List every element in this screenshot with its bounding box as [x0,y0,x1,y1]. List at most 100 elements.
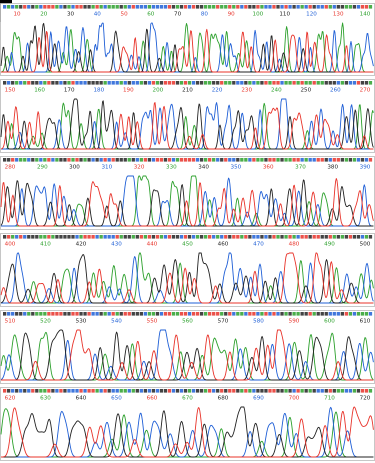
base-call [272,158,276,162]
base-call [107,312,111,316]
base-call [191,158,196,162]
base-call [11,312,15,316]
position-tick-label: 120 [306,12,317,18]
base-call [308,235,312,239]
position-tick-label: 590 [289,319,300,325]
base-call [324,81,328,85]
base-call [115,312,119,316]
base-call [352,5,357,9]
base-call [280,389,284,393]
base-call [224,81,228,85]
base-call [19,312,23,316]
base-call [151,158,156,162]
base-call [232,312,236,316]
base-call [212,5,216,9]
position-tick-label: 130 [333,12,344,18]
base-call [51,235,55,239]
base-call [336,158,340,162]
base-call [204,389,208,393]
base-call [248,312,252,316]
base-call [348,235,353,239]
base-call [264,5,268,9]
base-call [296,312,300,316]
position-tick-label: 270 [360,88,371,94]
base-call [264,158,268,162]
base-call [328,81,332,85]
base-call [23,81,27,85]
position-tick-label: 540 [111,319,122,325]
base-call [127,5,131,9]
base-call [216,158,220,162]
base-call [236,312,240,316]
base-call [151,235,156,239]
position-tick-label: 180 [93,88,104,94]
base-call [220,158,224,162]
base-call [308,158,312,162]
base-call [204,312,208,316]
base-call [75,5,79,9]
base-call [260,235,264,239]
base-call [23,235,27,239]
base-call [212,235,216,239]
base-call [11,389,15,393]
base-call [284,5,288,9]
base-call [332,5,336,9]
base-call [260,158,264,162]
position-tick-label: 550 [147,319,158,325]
base-call [71,389,75,393]
base-call [19,235,23,239]
base-call-strip [3,312,373,316]
base-call [368,5,373,9]
base-call [103,312,107,316]
base-call [316,235,320,239]
base-call [91,81,95,85]
base-call [344,5,348,9]
base-call [236,389,240,393]
base-call [127,312,131,316]
position-tick-label: 100 [253,12,264,18]
base-call [167,389,172,393]
base-call [320,389,324,393]
base-call [67,312,71,316]
base-call [348,158,353,162]
position-tick-label: 290 [37,165,48,171]
base-call [216,235,220,239]
base-call [91,158,95,162]
base-call [304,389,308,393]
position-tick-label: 480 [289,242,300,248]
base-call [175,235,180,239]
base-call [264,312,268,316]
base-call [340,312,344,316]
base-call [63,235,67,239]
base-call [163,312,168,316]
base-call [139,312,143,316]
base-call [300,235,304,239]
base-call [155,235,160,239]
base-call [107,389,111,393]
base-call [167,5,172,9]
base-call [43,5,47,9]
base-call [336,312,340,316]
base-call [320,158,324,162]
base-call [356,235,361,239]
base-call [151,312,156,316]
base-call [252,235,256,239]
position-tick-label: 610 [360,319,371,325]
base-call [159,312,164,316]
base-call [7,312,11,316]
position-tick-label: 110 [279,12,290,18]
base-call [135,158,139,162]
base-call [83,158,87,162]
base-call [348,5,353,9]
base-call [131,235,135,239]
position-tick-label: 600 [324,319,335,325]
base-call [216,81,220,85]
base-call-strip [3,389,373,393]
position-tick-label: 490 [324,242,335,248]
base-call [360,389,365,393]
base-call [252,5,256,9]
base-call [220,235,224,239]
position-tick-label: 170 [64,88,75,94]
base-call [163,389,168,393]
base-call [135,312,139,316]
